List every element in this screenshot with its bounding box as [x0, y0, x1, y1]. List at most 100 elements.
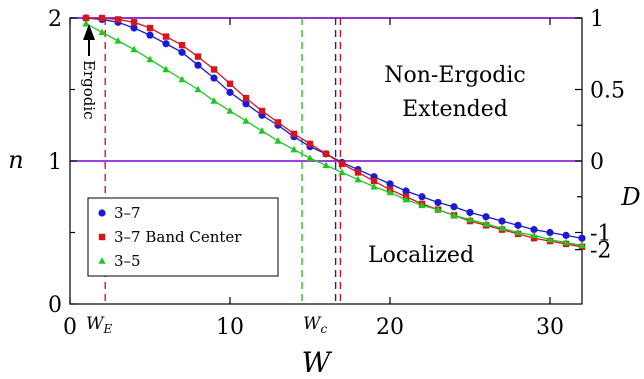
series-0-point-30 — [562, 231, 570, 239]
series-0-point-26 — [498, 217, 506, 225]
series-1-point-10 — [242, 94, 250, 102]
legend-label-2: 3–5 — [114, 252, 141, 270]
series-0-point-24 — [466, 208, 474, 217]
left-y-axis-title: n — [8, 146, 23, 174]
wc-label: Wc — [303, 314, 327, 336]
series-1-point-13 — [290, 130, 298, 138]
series-2-point-24 — [466, 215, 474, 223]
series-1-point-0 — [82, 14, 90, 22]
series-0-point-9 — [226, 88, 234, 96]
series-2-point-28 — [530, 231, 538, 239]
right-y-axis-title: D — [620, 183, 640, 211]
wc-label-main: W — [303, 314, 322, 334]
series-2-point-21 — [418, 201, 426, 209]
series-1-point-5 — [162, 33, 170, 40]
axis-ticks: 0 10 20 30 0 1 2 1 0.5 0 -1-2 — [48, 7, 625, 340]
series-1-point-16 — [338, 160, 346, 168]
series-1-point-15 — [322, 150, 330, 158]
x-tick-label-0: 0 — [63, 315, 77, 340]
series-2-point-3 — [130, 45, 138, 53]
ergodic-arrow-head — [83, 24, 95, 40]
series-2-point-16 — [338, 168, 346, 176]
series-1-point-9 — [226, 80, 234, 87]
series-0-point-22 — [434, 198, 442, 207]
series-2-point-25 — [482, 220, 490, 227]
series-1-point-17 — [354, 169, 362, 176]
series-2-point-18 — [370, 182, 378, 190]
non-ergodic-label: Non-Ergodic — [384, 63, 525, 88]
series-2-point-4 — [146, 55, 154, 63]
series-1-point-1 — [98, 14, 106, 22]
series-0-point-20 — [402, 187, 410, 195]
series-2-point-2 — [114, 37, 122, 44]
y-left-tick-label-2: 2 — [48, 7, 62, 32]
series-1-point-7 — [194, 53, 202, 60]
series-2-point-27 — [514, 228, 522, 236]
x-tick-label-2: 20 — [376, 315, 404, 340]
series-1-point-4 — [146, 24, 154, 32]
series-1-point-8 — [210, 66, 218, 73]
series-2-point-23 — [450, 211, 458, 219]
series-2-point-31 — [578, 241, 586, 249]
series-0-point-28 — [530, 226, 538, 234]
series-2-point-9 — [226, 107, 234, 114]
series-1-point-6 — [178, 41, 186, 49]
legend-label-1: 3–7 Band Center — [114, 228, 242, 246]
series-0-point-8 — [210, 74, 218, 82]
series-0-point-4 — [146, 31, 154, 39]
series-2-point-1 — [98, 28, 106, 36]
reference-lines — [70, 17, 582, 162]
y-left-tick-label-1: 1 — [48, 150, 62, 175]
series-2-point-12 — [274, 137, 282, 144]
series-0-point-31 — [578, 234, 586, 242]
we-label-sub: E — [102, 322, 112, 336]
extended-label: Extended — [402, 97, 508, 122]
series-1-point-2 — [114, 16, 122, 23]
data-series — [82, 14, 586, 250]
series-2-point-29 — [546, 235, 554, 243]
series-2-point-20 — [402, 195, 410, 203]
series-2-point-0 — [82, 19, 90, 27]
series-1-point-3 — [130, 19, 138, 26]
we-label-main: W — [86, 314, 105, 334]
y-right-tick-label-0: 1 — [590, 7, 604, 32]
series-0-point-6 — [178, 48, 186, 56]
series-2-point-7 — [194, 85, 202, 93]
series-2-point-8 — [210, 97, 218, 104]
wc-label-sub: c — [320, 322, 327, 336]
legend: 3–7 3–7 Band Center 3–5 — [87, 197, 279, 277]
series-2-point-30 — [562, 238, 570, 246]
series-2-point-13 — [290, 145, 298, 153]
series-2 — [82, 19, 586, 249]
series-0-point-29 — [546, 228, 554, 237]
series-1-point-11 — [258, 107, 266, 115]
y-right-tick-label-3: -1 — [590, 222, 611, 247]
ergodic-annotation: Ergodic — [80, 24, 98, 120]
series-0-point-19 — [386, 180, 394, 188]
series-0-point-25 — [482, 213, 490, 221]
series-2-point-5 — [162, 65, 170, 73]
series-2-point-11 — [258, 127, 266, 134]
series-0-point-27 — [514, 221, 522, 229]
series-2-point-17 — [354, 175, 362, 183]
series-2-point-6 — [178, 75, 186, 83]
localized-label: Localized — [368, 243, 474, 268]
series-0-point-10 — [242, 100, 250, 108]
legend-marker-1 — [98, 233, 106, 241]
series-1-point-28 — [530, 235, 538, 242]
series-2-point-10 — [242, 117, 250, 124]
legend-marker-0 — [98, 209, 106, 217]
legend-entries: 3–7 3–7 Band Center 3–5 — [98, 204, 242, 270]
x-tick-label-3: 30 — [536, 315, 564, 340]
y-right-tick-label-1: 0.5 — [590, 79, 625, 104]
series-2-point-15 — [322, 161, 330, 169]
series-0-point-5 — [162, 40, 170, 48]
series-2-point-22 — [434, 205, 442, 213]
series-2-point-14 — [306, 154, 314, 161]
legend-label-0: 3–7 — [114, 204, 141, 222]
legend-marker-2 — [98, 257, 106, 264]
series-0-point-3 — [130, 24, 138, 32]
y-right-tick-label-2: 0 — [590, 150, 604, 175]
x-axis-title: W — [302, 346, 333, 379]
